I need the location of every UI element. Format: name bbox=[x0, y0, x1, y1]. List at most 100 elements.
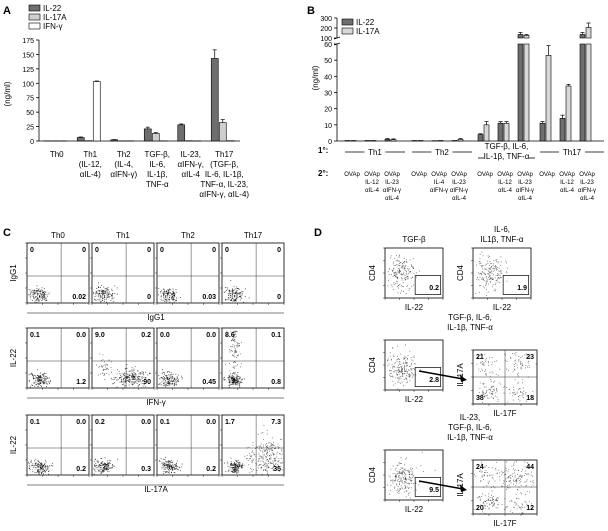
event-dot bbox=[489, 376, 491, 378]
event-dot bbox=[229, 289, 231, 291]
event-dot bbox=[49, 381, 51, 382]
event-dot bbox=[390, 484, 392, 486]
event-dot bbox=[521, 475, 523, 476]
event-dot bbox=[98, 295, 100, 297]
event-dot bbox=[278, 447, 280, 448]
event-dot bbox=[44, 372, 45, 374]
event-dot bbox=[406, 358, 408, 359]
event-dot bbox=[488, 365, 490, 366]
category-label: Th2 bbox=[117, 150, 131, 159]
event-dot bbox=[495, 282, 497, 284]
event-dot bbox=[513, 364, 515, 365]
quadrant-percent: 100 bbox=[30, 294, 42, 301]
event-dot bbox=[248, 297, 250, 299]
event-dot bbox=[174, 468, 175, 470]
event-dot bbox=[96, 466, 97, 468]
event-dot bbox=[490, 379, 492, 380]
event-dot bbox=[400, 273, 402, 275]
event-dot bbox=[98, 470, 99, 472]
event-dot bbox=[488, 276, 490, 278]
event-dot bbox=[42, 464, 44, 466]
event-dot bbox=[31, 293, 33, 295]
event-dot bbox=[103, 471, 104, 473]
event-dot bbox=[134, 376, 135, 378]
event-dot bbox=[100, 291, 102, 292]
event-dot bbox=[237, 381, 238, 383]
event-dot bbox=[522, 397, 524, 398]
event-dot bbox=[392, 479, 394, 481]
event-dot bbox=[133, 370, 135, 371]
event-dot bbox=[416, 272, 417, 274]
event-dot bbox=[411, 286, 413, 288]
event-dot bbox=[169, 377, 171, 378]
event-dot bbox=[230, 466, 232, 468]
event-dot bbox=[234, 381, 236, 382]
event-dot bbox=[528, 356, 530, 358]
event-dot bbox=[400, 479, 402, 481]
y-tick-label: 20 bbox=[324, 107, 332, 114]
event-dot bbox=[481, 475, 483, 477]
event-dot bbox=[34, 293, 36, 295]
event-dot bbox=[410, 368, 412, 370]
event-dot bbox=[34, 301, 36, 303]
event-dot bbox=[235, 332, 236, 334]
event-dot bbox=[230, 457, 232, 459]
event-dot bbox=[168, 381, 170, 383]
event-dot bbox=[490, 396, 492, 398]
event-dot bbox=[396, 277, 398, 279]
event-dot bbox=[229, 383, 231, 384]
event-dot bbox=[166, 375, 168, 377]
event-dot bbox=[103, 364, 105, 366]
event-dot bbox=[496, 396, 498, 398]
event-dot bbox=[499, 277, 501, 279]
event-dot bbox=[45, 382, 47, 384]
event-dot bbox=[171, 383, 173, 385]
event-dot bbox=[234, 468, 236, 470]
event-dot bbox=[172, 373, 174, 375]
event-dot bbox=[39, 294, 41, 296]
event-dot bbox=[406, 286, 408, 287]
event-dot bbox=[258, 455, 260, 457]
event-dot bbox=[124, 380, 126, 382]
event-dot bbox=[252, 458, 254, 460]
event-dot bbox=[36, 290, 38, 291]
y-axis-label: CD4 bbox=[368, 356, 377, 373]
event-dot bbox=[509, 487, 511, 489]
event-dot bbox=[265, 449, 267, 451]
event-dot bbox=[39, 376, 41, 378]
event-dot bbox=[169, 463, 171, 465]
event-dot bbox=[400, 462, 401, 464]
event-dot bbox=[36, 380, 38, 382]
event-dot bbox=[111, 298, 113, 300]
quadrant-percent: 99 bbox=[160, 379, 168, 386]
event-dot bbox=[481, 471, 483, 473]
event-dot bbox=[129, 375, 131, 376]
event-dot bbox=[129, 380, 131, 382]
event-dot bbox=[163, 299, 165, 301]
event-dot bbox=[516, 481, 518, 483]
event-dot bbox=[269, 461, 271, 463]
event-dot bbox=[278, 464, 279, 466]
event-dot bbox=[44, 465, 46, 467]
event-dot bbox=[173, 383, 175, 385]
event-dot bbox=[163, 464, 165, 465]
event-dot bbox=[228, 363, 230, 365]
event-dot bbox=[233, 464, 235, 465]
event-dot bbox=[526, 479, 528, 481]
event-dot bbox=[240, 366, 241, 368]
event-dot bbox=[103, 467, 105, 469]
event-dot bbox=[485, 386, 487, 388]
event-dot bbox=[44, 296, 46, 298]
event-dot bbox=[37, 463, 39, 465]
event-dot bbox=[37, 292, 39, 294]
event-dot bbox=[235, 383, 237, 385]
secondary-condition-label: OVAp bbox=[384, 172, 400, 178]
event-dot bbox=[224, 291, 226, 293]
event-dot bbox=[102, 372, 104, 374]
event-dot bbox=[28, 461, 29, 463]
event-dot bbox=[105, 464, 107, 465]
event-dot bbox=[103, 293, 105, 295]
event-dot bbox=[485, 369, 486, 371]
event-dot bbox=[234, 299, 235, 301]
